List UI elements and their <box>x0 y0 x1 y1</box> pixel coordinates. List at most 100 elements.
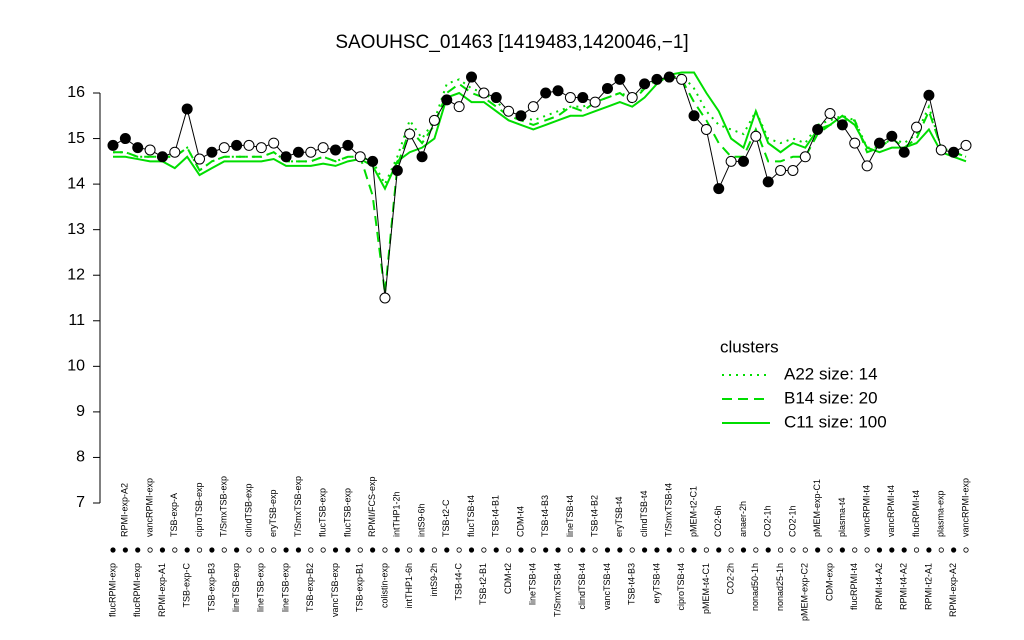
rug-point <box>716 547 722 553</box>
data-point <box>552 85 564 97</box>
data-point <box>107 139 119 151</box>
rug-point <box>629 547 635 553</box>
data-point <box>836 119 848 131</box>
legend-label: C11 size: 100 <box>784 412 887 431</box>
data-point <box>775 164 787 176</box>
x-tick-label: vancTSB-exp <box>330 563 340 617</box>
data-point <box>824 108 836 119</box>
x-tick-label: flucTSB-exp <box>318 488 328 537</box>
data-point <box>564 92 576 104</box>
rug-point <box>159 547 166 553</box>
rug-point <box>839 547 845 553</box>
rug-point <box>481 547 487 553</box>
rug-point <box>864 547 870 553</box>
x-tick-label: intTHP1-6h <box>404 563 414 609</box>
rug-point <box>234 547 240 553</box>
data-point <box>923 89 935 101</box>
rug-point <box>505 547 512 553</box>
x-tick-label: RPMI-t4-A2 <box>874 563 884 610</box>
x-tick-label: clindTSB-exp <box>243 483 253 537</box>
data-point <box>466 71 478 83</box>
rug-point <box>567 547 574 553</box>
data-point <box>243 139 255 151</box>
rug-point <box>172 547 178 553</box>
data-point <box>305 146 317 158</box>
rug-point <box>370 547 376 553</box>
x-tick-label: TSB-exp-B1 <box>355 563 365 612</box>
rug-point <box>654 547 660 553</box>
data-point <box>292 146 304 158</box>
x-tick-label: flucTSB-exp <box>342 488 352 537</box>
legend-title: clusters <box>720 337 779 356</box>
rug-point <box>431 547 438 553</box>
cluster-line <box>113 71 967 191</box>
x-tick-label: clindTSB-t4 <box>639 490 649 537</box>
x-tick-label: TSB-t2-B1 <box>478 563 488 605</box>
x-tick-label: lineTSB-exp <box>231 563 241 612</box>
x-tick-label: plasma-t4 <box>837 497 847 537</box>
x-tick-label: colistin-exp <box>379 563 389 608</box>
data-point <box>379 292 391 304</box>
rug-point <box>753 547 759 553</box>
data-point <box>428 114 440 126</box>
rug-point <box>258 547 264 553</box>
x-tick-label: TSB-t4-B2 <box>590 495 600 537</box>
y-tick-label: 11 <box>68 312 85 329</box>
data-point <box>762 176 774 188</box>
x-tick-label: lineTSB-t4 <box>528 563 538 605</box>
rug-point <box>592 547 598 553</box>
data-point <box>750 130 762 142</box>
x-tick-label: CO2-2h <box>725 563 735 595</box>
rug-point <box>555 547 561 553</box>
rug-point <box>777 547 784 553</box>
data-point <box>231 139 243 151</box>
data-point <box>540 87 552 99</box>
x-tick-label: TSB-t4-B3 <box>540 495 550 537</box>
x-tick-label: CO2-1h <box>787 505 797 537</box>
rug-point <box>913 547 920 553</box>
data-point <box>626 92 638 104</box>
rug-point <box>889 547 895 553</box>
rug-point <box>530 547 536 553</box>
rug-point <box>357 547 363 553</box>
rug-point <box>320 547 326 553</box>
data-point <box>119 133 131 145</box>
data-point <box>404 128 416 140</box>
x-tick-label: TSB-t4-B1 <box>491 495 501 537</box>
rug-point <box>221 547 227 553</box>
rug-point <box>815 547 821 553</box>
legend-label: A22 size: 14 <box>784 364 878 383</box>
rug-point <box>135 547 141 553</box>
data-point <box>688 110 700 122</box>
x-tick-label: vancRPMI-exp <box>960 478 970 537</box>
data-point <box>255 142 267 154</box>
rug-point <box>876 547 883 553</box>
rug-point <box>951 547 957 553</box>
data-point <box>886 130 898 142</box>
y-tick-label: 9 <box>76 403 85 420</box>
data-point <box>218 142 230 154</box>
data-point <box>169 146 181 158</box>
y-tick-label: 13 <box>67 221 85 238</box>
data-point <box>527 101 539 113</box>
data-point <box>441 94 453 106</box>
rug-point <box>184 547 190 553</box>
data-point <box>342 139 354 151</box>
data-point <box>577 92 589 104</box>
rug-point <box>518 547 524 553</box>
rug-point <box>901 547 907 553</box>
rug-point <box>196 547 203 553</box>
x-tick-label: nonad25-1h <box>775 563 785 611</box>
rug-point <box>604 547 611 553</box>
rug-point <box>456 547 462 553</box>
rug-point <box>419 547 425 553</box>
data-point <box>948 146 960 158</box>
x-tick-label: RPMI-t4-A2 <box>899 563 909 610</box>
x-tick-label: RPMI/FCS-exp <box>367 476 377 537</box>
data-point <box>453 101 465 113</box>
x-tick-label: ciproTSB-t4 <box>676 563 686 611</box>
rug-point <box>444 547 450 553</box>
x-tick-label: vancRPMI-t4 <box>861 485 871 537</box>
data-point <box>490 92 502 104</box>
